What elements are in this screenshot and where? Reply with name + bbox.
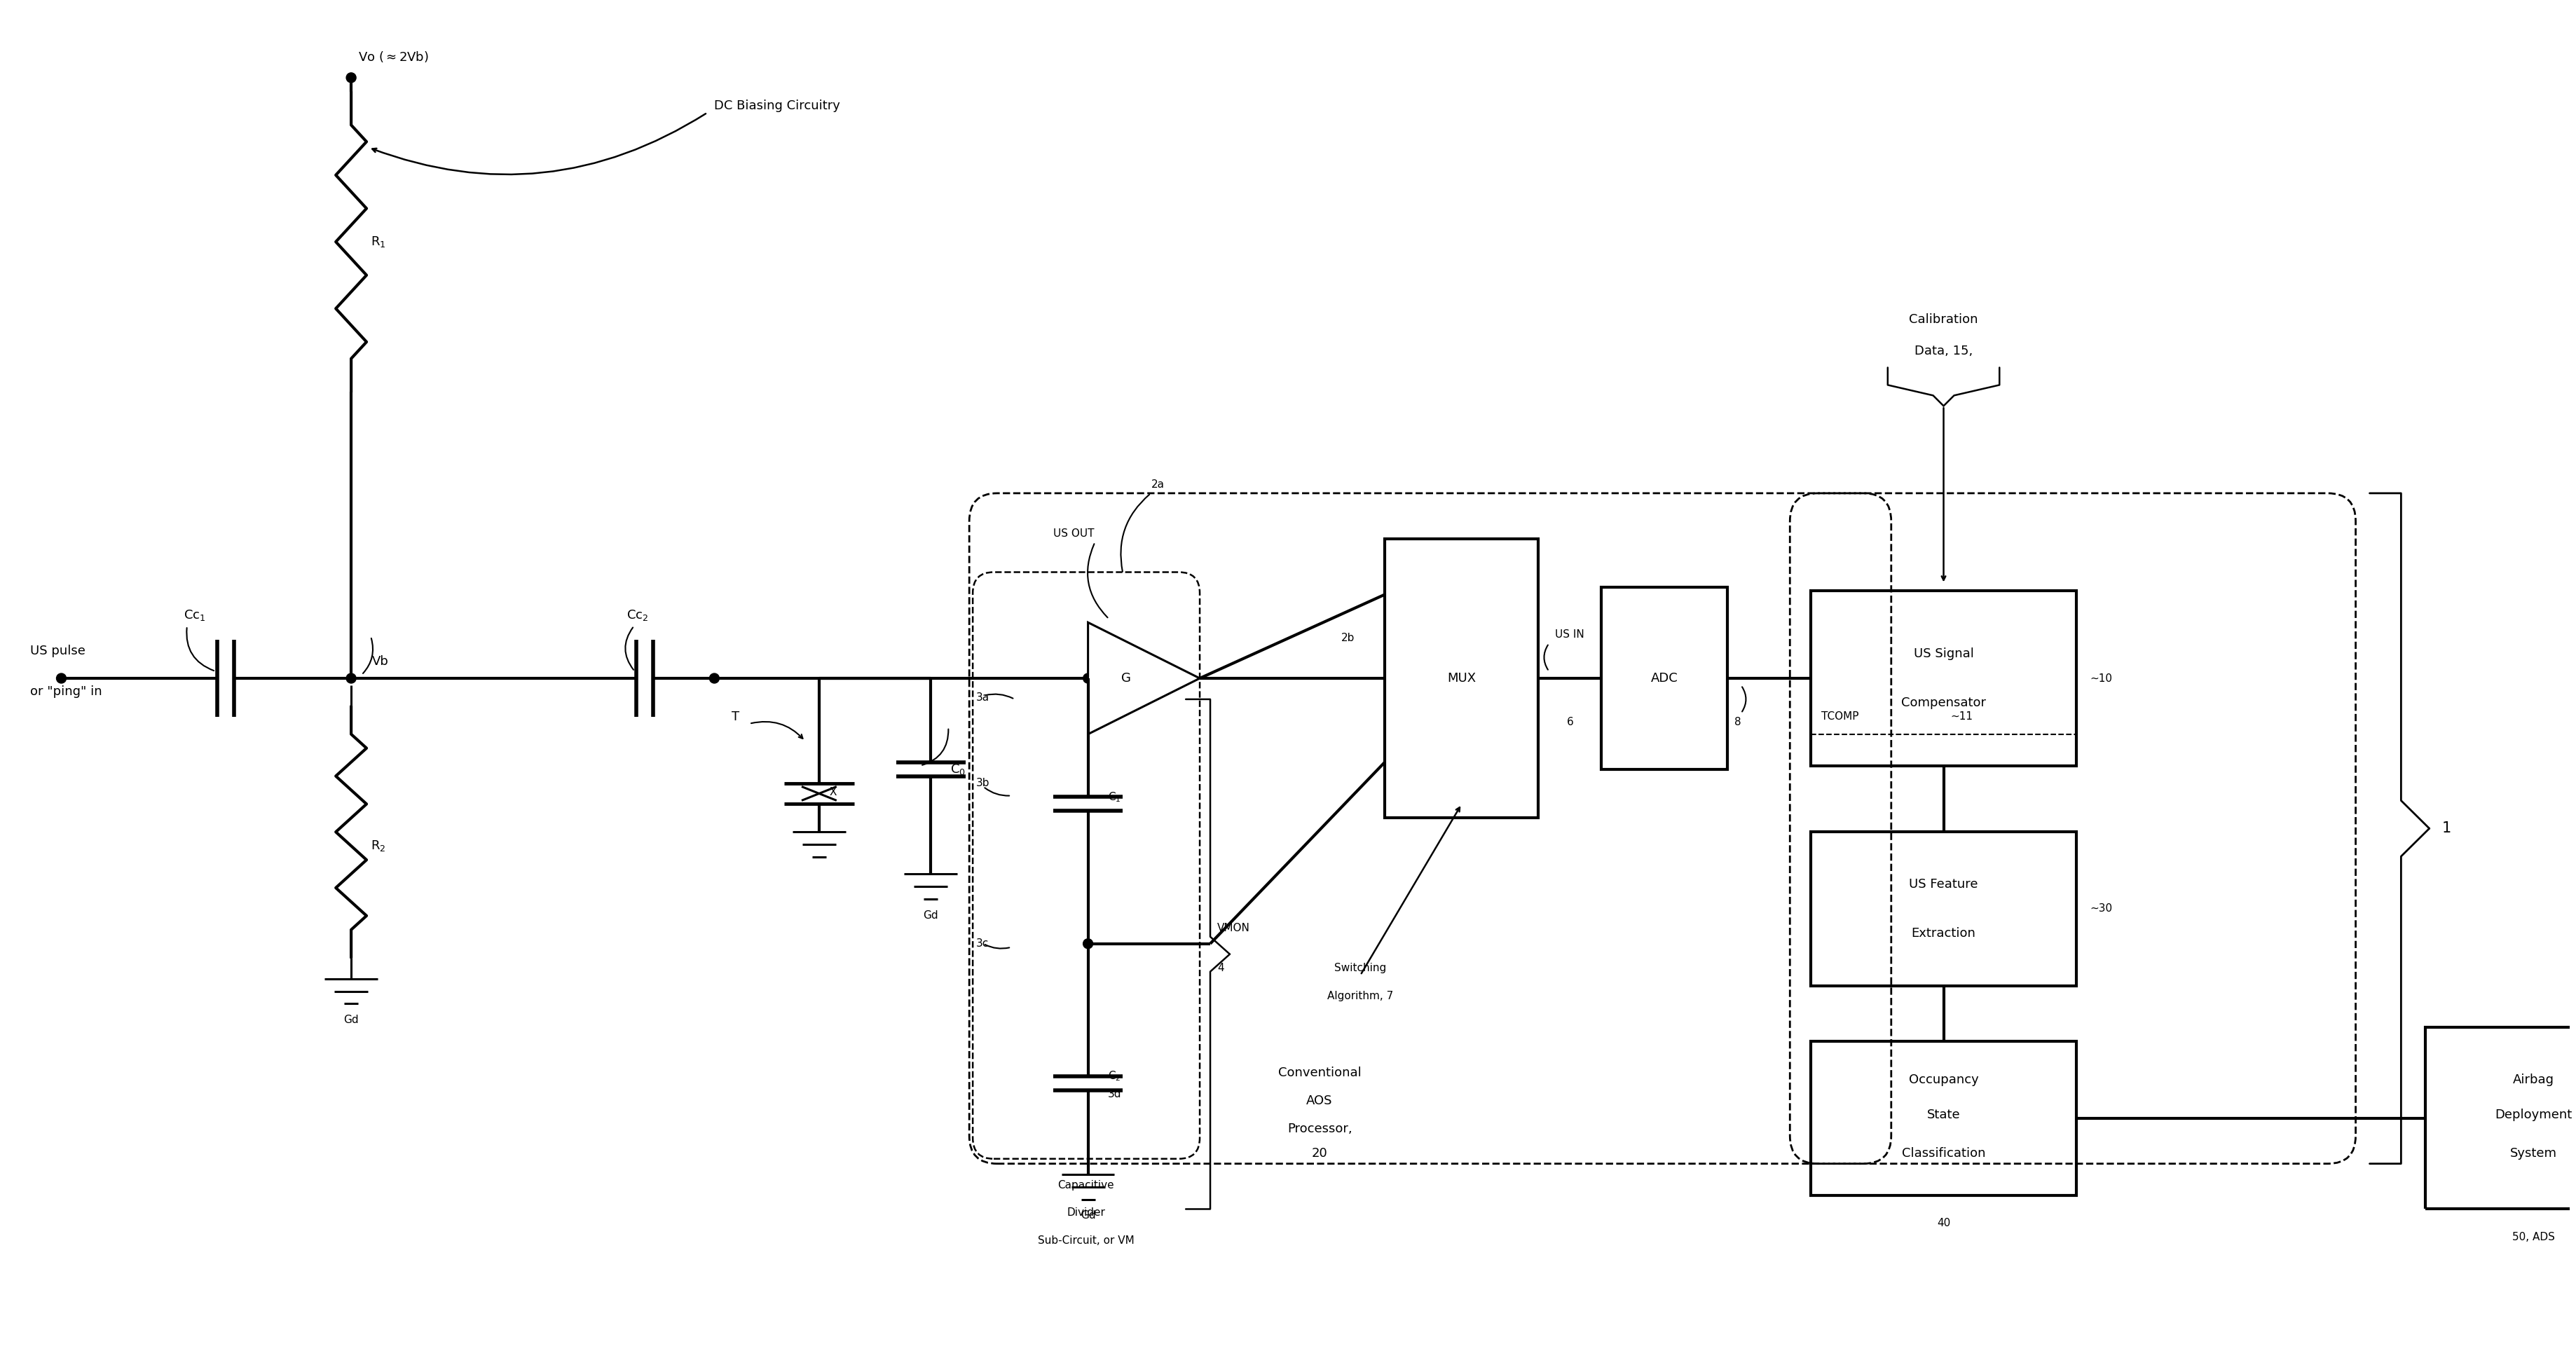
Circle shape (708, 674, 719, 683)
Text: T: T (732, 710, 739, 722)
Text: US OUT: US OUT (1054, 528, 1095, 539)
Text: R$_2$: R$_2$ (371, 839, 386, 853)
Text: AOS: AOS (1306, 1095, 1332, 1107)
Circle shape (345, 73, 355, 83)
Text: Occupancy: Occupancy (1909, 1074, 1978, 1086)
Text: Cc$_2$: Cc$_2$ (626, 608, 649, 622)
Text: C$_2$: C$_2$ (1108, 1070, 1121, 1082)
Text: 6: 6 (1566, 717, 1574, 728)
Text: 3c: 3c (976, 938, 989, 949)
Text: C$_0$: C$_0$ (951, 762, 966, 777)
Bar (1386, 539, 1538, 818)
Text: Divider: Divider (1066, 1207, 1105, 1218)
Text: X: X (829, 786, 837, 797)
Text: Compensator: Compensator (1901, 697, 1986, 709)
Text: Processor,: Processor, (1288, 1123, 1352, 1135)
Text: or "ping" in: or "ping" in (31, 686, 103, 698)
Bar (2427, 1028, 2576, 1209)
Text: TCOMP: TCOMP (1821, 712, 1860, 721)
Text: System: System (2509, 1148, 2558, 1160)
Text: 2b: 2b (1342, 633, 1355, 644)
Text: Deployment: Deployment (2496, 1108, 2573, 1122)
Text: 3a: 3a (976, 693, 989, 703)
Text: ~11: ~11 (1950, 712, 1973, 721)
Text: Sub-Circuit, or VM: Sub-Circuit, or VM (1038, 1236, 1133, 1247)
Text: Capacitive: Capacitive (1059, 1180, 1115, 1190)
Polygon shape (1087, 622, 1200, 735)
Text: ~30: ~30 (2089, 903, 2112, 914)
Text: Classification: Classification (1901, 1148, 1986, 1160)
Circle shape (57, 674, 67, 683)
Circle shape (1082, 674, 1092, 683)
Text: US pulse: US pulse (31, 645, 85, 657)
Text: 3b: 3b (976, 778, 989, 788)
Text: C$_1$: C$_1$ (1108, 790, 1121, 804)
Text: 2a: 2a (1151, 479, 1164, 490)
Text: G: G (1121, 672, 1131, 684)
Text: 4: 4 (1218, 963, 1224, 974)
Text: US IN: US IN (1556, 629, 1584, 640)
Text: ~10: ~10 (2089, 674, 2112, 683)
Text: 20: 20 (1311, 1148, 1327, 1160)
Text: VMON: VMON (1218, 922, 1249, 933)
Text: 50, ADS: 50, ADS (2512, 1232, 2555, 1243)
Text: Algorithm, 7: Algorithm, 7 (1327, 991, 1394, 1001)
Text: Switching: Switching (1334, 963, 1386, 974)
Bar (1811, 591, 2076, 766)
Text: Conventional: Conventional (1278, 1066, 1360, 1080)
Text: Airbag: Airbag (2514, 1074, 2555, 1086)
Text: Gd: Gd (1079, 1210, 1095, 1221)
Text: Vo ($\approx$2Vb): Vo ($\approx$2Vb) (358, 50, 428, 64)
Text: Vb: Vb (371, 655, 389, 668)
Text: 8: 8 (1734, 717, 1741, 728)
Text: 1: 1 (2442, 822, 2452, 835)
Bar (1811, 1042, 2076, 1195)
Text: Cc$_1$: Cc$_1$ (183, 608, 206, 622)
Bar (1811, 832, 2076, 986)
Circle shape (1082, 938, 1092, 949)
Text: State: State (1927, 1108, 1960, 1122)
Text: US Signal: US Signal (1914, 648, 1973, 660)
Text: Extraction: Extraction (1911, 928, 1976, 940)
Text: 40: 40 (1937, 1218, 1950, 1228)
Text: Data, 15,: Data, 15, (1914, 345, 1973, 357)
Text: US Feature: US Feature (1909, 879, 1978, 891)
Text: Gd: Gd (922, 910, 938, 921)
Circle shape (345, 674, 355, 683)
Text: ADC: ADC (1651, 672, 1677, 684)
Text: 3d: 3d (1108, 1089, 1121, 1099)
Text: MUX: MUX (1448, 672, 1476, 684)
Text: Gd: Gd (343, 1014, 358, 1025)
Text: R$_1$: R$_1$ (371, 235, 386, 249)
Text: DC Biasing Circuitry: DC Biasing Circuitry (714, 99, 840, 111)
Text: Calibration: Calibration (1909, 312, 1978, 326)
Bar (1602, 588, 1726, 769)
